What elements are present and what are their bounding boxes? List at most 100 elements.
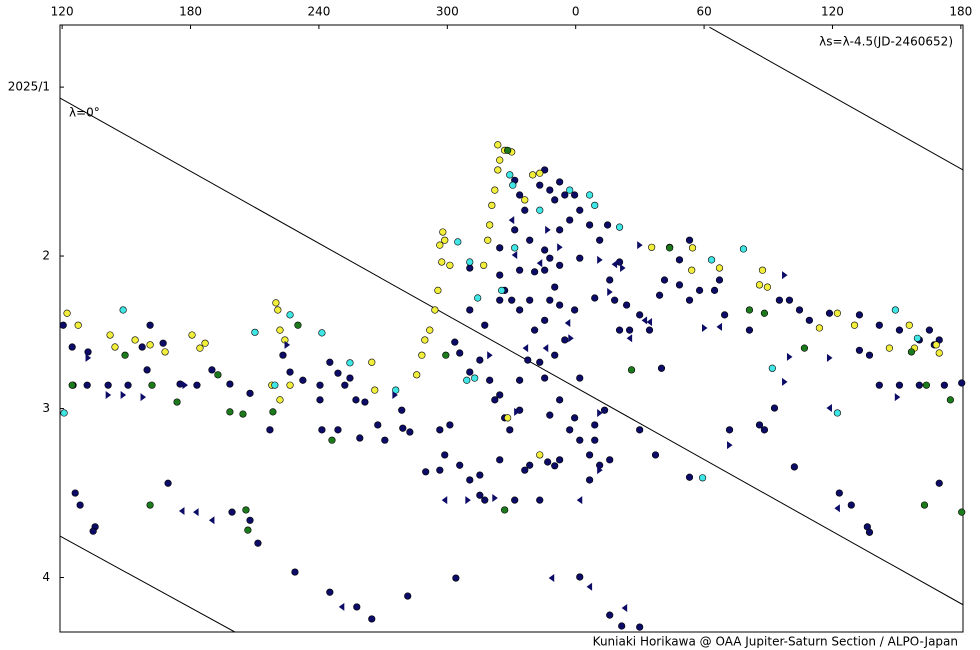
data-point — [368, 615, 376, 623]
data-point — [815, 324, 824, 332]
data-point — [346, 359, 354, 367]
data-point — [636, 426, 644, 434]
data-point — [406, 428, 414, 436]
data-point — [496, 156, 504, 164]
data-point — [541, 266, 549, 274]
data-point — [637, 241, 643, 250]
data-point — [768, 364, 776, 372]
data-point — [615, 223, 624, 231]
data-point — [607, 287, 613, 296]
data-point — [551, 283, 559, 291]
data-point — [531, 268, 539, 276]
data-point — [922, 381, 931, 389]
data-point — [645, 326, 654, 334]
data-point — [193, 381, 201, 389]
data-point — [775, 296, 784, 304]
data-point — [441, 451, 449, 459]
data-point — [657, 364, 666, 372]
data-point — [760, 426, 769, 434]
data-point — [442, 351, 450, 359]
data-point — [600, 406, 609, 414]
data-point — [850, 321, 859, 329]
data-point — [214, 371, 222, 379]
data-point — [940, 381, 948, 389]
data-point — [486, 221, 494, 229]
data-point — [564, 319, 571, 328]
data-point — [546, 411, 554, 419]
data-point — [436, 466, 444, 474]
data-point — [618, 622, 626, 630]
data-point — [521, 196, 529, 204]
data-point — [138, 343, 146, 351]
data-point — [466, 368, 474, 376]
data-point — [847, 501, 855, 509]
data-point — [596, 236, 604, 244]
data-point — [488, 201, 496, 209]
data-point — [541, 246, 549, 254]
data-point — [352, 396, 360, 404]
data-point — [226, 380, 234, 388]
data-point — [627, 366, 636, 374]
data-point — [392, 386, 400, 394]
data-point — [551, 462, 559, 470]
data-point — [516, 306, 524, 314]
data-point — [913, 334, 922, 342]
data-point — [833, 409, 841, 417]
data-point — [254, 539, 262, 547]
data-point — [655, 291, 664, 299]
data-point — [875, 321, 883, 329]
data-point — [381, 436, 389, 444]
data-point — [576, 374, 584, 382]
data-point — [148, 381, 156, 389]
data-point — [398, 406, 406, 414]
data-point — [492, 493, 498, 502]
data-point — [536, 181, 544, 189]
data-point — [544, 458, 552, 466]
data-point — [466, 306, 474, 314]
data-point — [508, 216, 515, 225]
data-point — [196, 344, 204, 352]
data-point — [546, 186, 554, 194]
data-point — [239, 410, 247, 418]
x-tick-label: 300 — [436, 5, 459, 19]
data-point — [621, 604, 628, 613]
data-point — [496, 296, 504, 304]
data-point — [685, 473, 694, 481]
data-point — [178, 507, 185, 516]
data-point — [576, 573, 584, 581]
data-point — [74, 321, 82, 329]
data-point — [63, 309, 71, 317]
data-point — [504, 414, 512, 422]
data-point — [651, 451, 660, 459]
data-point — [521, 206, 529, 214]
data-point — [666, 244, 674, 252]
data-point — [286, 311, 294, 319]
data-point — [586, 582, 593, 591]
x-tick-label: 180 — [949, 5, 972, 19]
data-point — [576, 436, 584, 444]
data-point — [716, 322, 722, 331]
data-point — [516, 266, 524, 274]
data-point — [702, 323, 708, 332]
data-point — [316, 381, 324, 389]
data-point — [597, 255, 603, 264]
data-point — [865, 528, 874, 536]
data-point — [465, 496, 471, 505]
data-point — [484, 236, 492, 244]
data-point — [925, 326, 934, 334]
data-point — [825, 309, 834, 317]
data-point — [105, 390, 112, 399]
data-point — [226, 408, 234, 416]
data-point — [833, 309, 841, 317]
data-point — [271, 381, 279, 389]
data-point — [695, 286, 704, 294]
data-point — [506, 426, 514, 434]
data-point — [106, 331, 114, 339]
data-point — [785, 296, 794, 304]
data-point — [334, 426, 342, 434]
data-point — [84, 348, 92, 356]
data-point — [438, 258, 446, 266]
data-point — [83, 381, 91, 389]
data-point — [511, 496, 519, 504]
data-point — [855, 346, 864, 354]
